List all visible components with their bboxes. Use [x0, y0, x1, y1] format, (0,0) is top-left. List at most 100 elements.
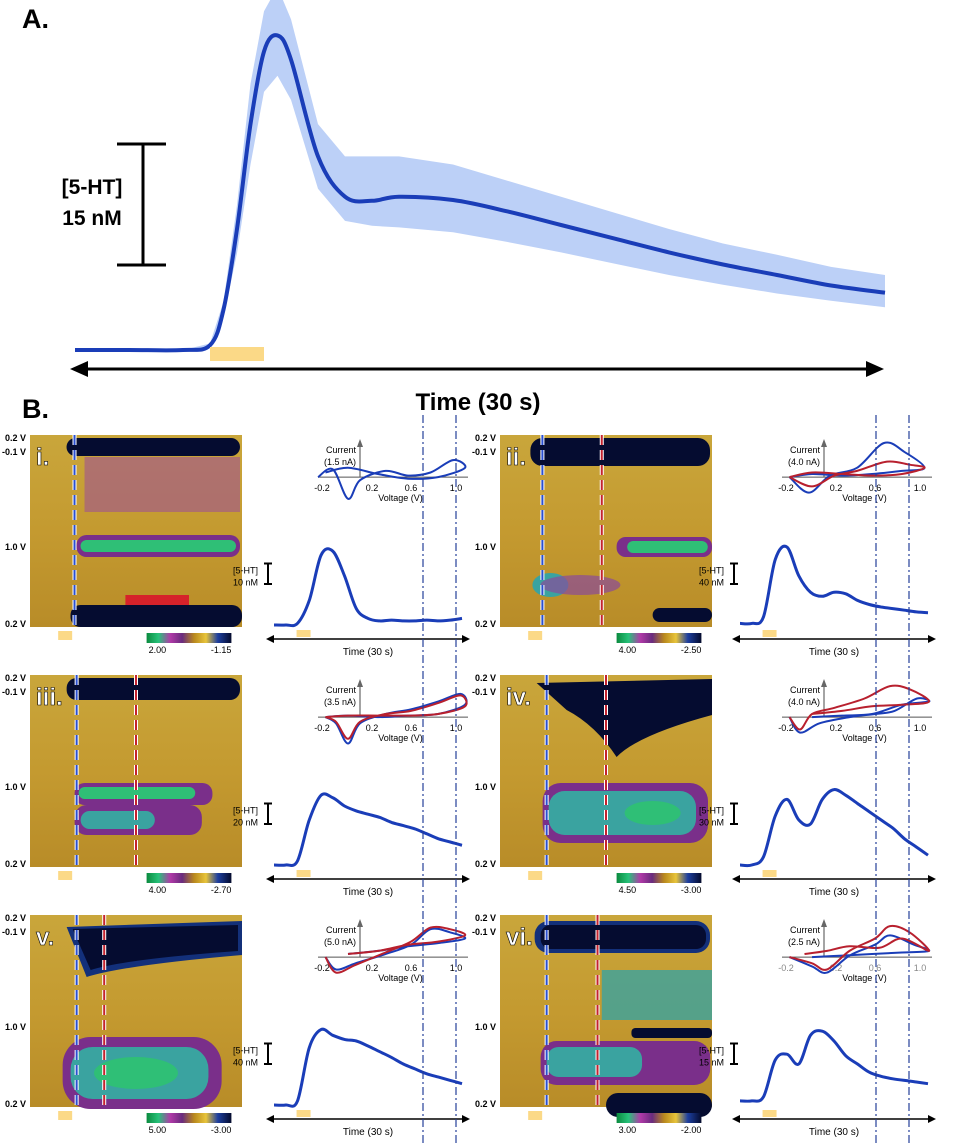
cv-current-label: Current — [790, 445, 821, 455]
subpanel-label: v. — [36, 924, 54, 951]
cv-scale: (1.5 nA) — [324, 457, 356, 467]
color-bar-max: 5.00 — [149, 1125, 167, 1135]
band-top — [530, 438, 710, 466]
cv-voltage-label: Voltage (V) — [378, 973, 423, 983]
color-plot-background — [500, 435, 712, 627]
voltage-max: 1.0 V — [475, 1022, 496, 1032]
color-bar — [616, 633, 702, 643]
panel-a-chart: [5-HT] 15 nM Time (30 s) — [62, 0, 886, 416]
voltage-min: -0.1 V — [472, 927, 496, 937]
trace-scale-label-2: 20 nM — [233, 818, 258, 828]
voltage-max: 1.0 V — [475, 782, 496, 792]
band-top — [540, 925, 706, 949]
band-purple — [84, 457, 241, 512]
concentration-trace — [739, 788, 929, 868]
subpanel-label: vi. — [506, 924, 533, 951]
trace-arrow-right — [462, 1115, 470, 1123]
sem-band — [75, 0, 885, 350]
voltage-bottom: 0.2 V — [5, 619, 26, 629]
trace-scale-label-1: [5-HT] — [233, 566, 258, 576]
cv-tick: 0.2 — [366, 723, 379, 733]
concentration-trace — [739, 1029, 929, 1103]
voltage-top: 0.2 V — [5, 673, 26, 683]
trace-time-label: Time (30 s) — [343, 1127, 393, 1138]
trace-scale-label-1: [5-HT] — [699, 806, 724, 816]
cv-tick: 0.6 — [405, 483, 418, 493]
cv-current-label: Current — [790, 685, 821, 695]
band-top — [66, 678, 240, 700]
trace-arrow-right — [928, 875, 936, 883]
trace-stim-bar — [762, 1110, 777, 1117]
trace-stim-bar — [296, 630, 311, 637]
cv-tick: 0.2 — [366, 963, 379, 973]
voltage-min: -0.1 V — [2, 447, 26, 457]
trace-arrow-right — [462, 875, 470, 883]
stimulation-bar — [58, 631, 73, 640]
cv-tick: 1.0 — [914, 483, 927, 493]
band-teal — [80, 811, 155, 829]
trace-scale-label-1: [5-HT] — [233, 1046, 258, 1056]
color-bar-min: -3.00 — [681, 885, 702, 895]
time-arrow-right-head — [866, 361, 884, 377]
voltage-bottom: 0.2 V — [475, 859, 496, 869]
cv-current-arrowhead — [357, 679, 363, 687]
trace-time-label: Time (30 s) — [343, 647, 393, 658]
color-bar — [616, 873, 702, 883]
scale-label-line2: 15 nM — [62, 207, 122, 230]
cv-scale: (4.0 nA) — [788, 697, 820, 707]
subpanel-v: 0.2 V -0.1 V 1.0 V 0.2 V v. 5.00 -3.00 Current (… — [2, 913, 470, 1138]
band-teal-top — [601, 970, 712, 1020]
cv-scale: (5.0 nA) — [324, 937, 356, 947]
cv-current-arrowhead — [821, 919, 827, 927]
band-mid-dark — [631, 1028, 712, 1038]
cv-tick: 0.6 — [869, 963, 882, 973]
cv-tick: 1.0 — [914, 963, 927, 973]
color-bar-min: -2.70 — [211, 885, 232, 895]
voltage-min: -0.1 V — [472, 687, 496, 697]
trace-scale-label-1: [5-HT] — [233, 806, 258, 816]
voltage-max: 1.0 V — [5, 1022, 26, 1032]
voltage-min: -0.1 V — [2, 927, 26, 937]
color-bar — [146, 1113, 232, 1123]
cv-tick: 1.0 — [450, 723, 463, 733]
band-bottom — [652, 608, 712, 622]
time-label: Time (30 s) — [416, 389, 541, 416]
concentration-trace — [739, 544, 929, 626]
color-bar-min: -3.00 — [211, 1125, 232, 1135]
cv-tick: -0.2 — [314, 483, 330, 493]
cv-tick: 1.0 — [450, 483, 463, 493]
blob-purple — [540, 575, 621, 595]
color-bar-min: -2.00 — [681, 1125, 702, 1135]
cv-current-arrowhead — [357, 439, 363, 447]
cv-tick: 0.6 — [405, 963, 418, 973]
cv-tick: 1.0 — [450, 963, 463, 973]
subpanel-iv: 0.2 V -0.1 V 1.0 V 0.2 V iv. 4.50 -3.00 Current… — [472, 673, 936, 898]
cv-tick: 0.2 — [830, 483, 843, 493]
cv-tick: -0.2 — [778, 483, 794, 493]
trace-arrow-right — [462, 635, 470, 643]
subpanel-label: iv. — [506, 684, 531, 711]
trace-stim-bar — [296, 1110, 311, 1117]
panel-a-letter: A. — [22, 4, 49, 34]
subpanel-i: 0.2 V -0.1 V 1.0 V 0.2 V i. 2.00 -1.15 Current (… — [2, 433, 470, 658]
cv-current-arrowhead — [357, 919, 363, 927]
cv-current-arrowhead — [821, 439, 827, 447]
mean-trace — [75, 33, 886, 353]
stimulation-bar — [58, 1111, 73, 1120]
band-top — [536, 679, 712, 757]
subpanel-label: i. — [36, 444, 49, 471]
trace-scale-label-2: 40 nM — [699, 578, 724, 588]
cv-curve-2 — [789, 460, 926, 488]
trace-time-label: Time (30 s) — [809, 647, 859, 658]
band-red — [125, 595, 189, 605]
cv-tick: -0.2 — [314, 723, 330, 733]
trace-stim-bar — [762, 630, 777, 637]
panel-b-letter: B. — [22, 394, 49, 424]
trace-arrow-left — [732, 875, 740, 883]
voltage-max: 1.0 V — [5, 542, 26, 552]
trace-scale-label-2: 10 nM — [233, 578, 258, 588]
stimulation-bar — [528, 871, 543, 880]
color-bar-min: -1.15 — [211, 645, 232, 655]
